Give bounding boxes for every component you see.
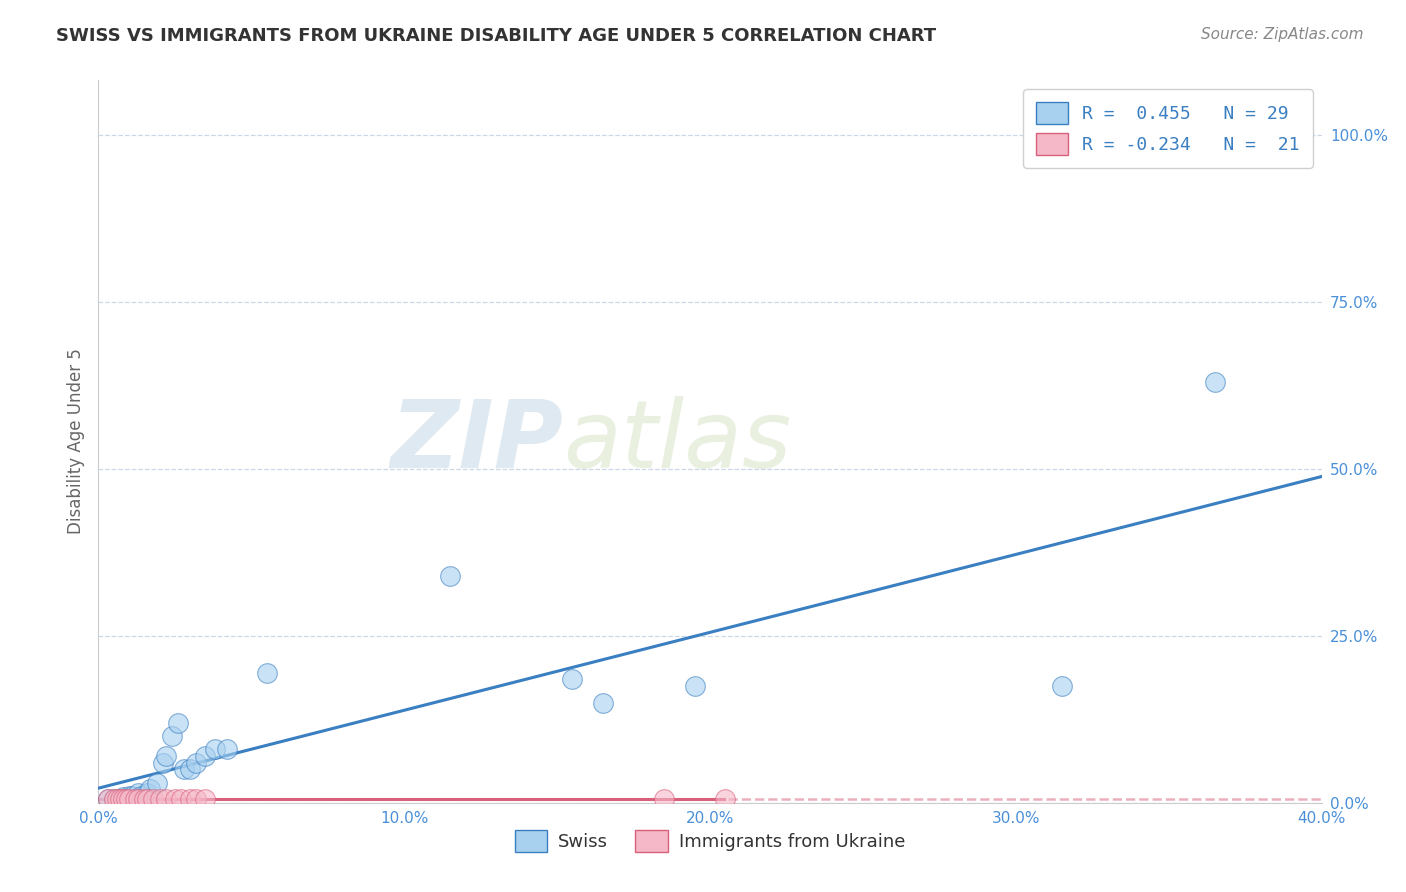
Point bbox=[142, 792, 165, 806]
Point bbox=[139, 782, 162, 797]
Point bbox=[652, 792, 675, 806]
Point bbox=[127, 792, 149, 806]
Point bbox=[170, 792, 193, 806]
Point bbox=[160, 729, 183, 743]
Point bbox=[186, 756, 208, 770]
Point bbox=[115, 792, 138, 806]
Point bbox=[714, 792, 737, 806]
Point bbox=[155, 792, 177, 806]
Point bbox=[256, 665, 278, 680]
Point bbox=[108, 792, 131, 806]
Point bbox=[105, 792, 128, 806]
Legend: Swiss, Immigrants from Ukraine: Swiss, Immigrants from Ukraine bbox=[508, 822, 912, 859]
Point bbox=[145, 776, 167, 790]
Point bbox=[155, 749, 177, 764]
Point bbox=[204, 742, 226, 756]
Point bbox=[129, 789, 152, 804]
Point bbox=[152, 756, 174, 770]
Point bbox=[97, 792, 120, 806]
Point bbox=[163, 792, 186, 806]
Point bbox=[179, 792, 201, 806]
Point bbox=[127, 786, 149, 800]
Point bbox=[111, 792, 134, 806]
Point bbox=[215, 742, 238, 756]
Point bbox=[149, 792, 172, 806]
Point bbox=[136, 792, 159, 806]
Point bbox=[124, 792, 146, 806]
Point bbox=[179, 763, 201, 777]
Point bbox=[115, 792, 138, 806]
Point bbox=[186, 792, 208, 806]
Point bbox=[1204, 375, 1226, 389]
Point bbox=[683, 679, 706, 693]
Point bbox=[111, 790, 134, 805]
Point bbox=[97, 792, 120, 806]
Text: ZIP: ZIP bbox=[391, 395, 564, 488]
Y-axis label: Disability Age Under 5: Disability Age Under 5 bbox=[66, 349, 84, 534]
Point bbox=[592, 696, 614, 710]
Point bbox=[108, 792, 131, 806]
Point bbox=[1050, 679, 1073, 693]
Point bbox=[136, 786, 159, 800]
Point bbox=[167, 715, 190, 730]
Point bbox=[103, 792, 125, 806]
Text: SWISS VS IMMIGRANTS FROM UKRAINE DISABILITY AGE UNDER 5 CORRELATION CHART: SWISS VS IMMIGRANTS FROM UKRAINE DISABIL… bbox=[56, 27, 936, 45]
Point bbox=[439, 568, 461, 582]
Point bbox=[134, 792, 156, 806]
Text: Source: ZipAtlas.com: Source: ZipAtlas.com bbox=[1201, 27, 1364, 42]
Point bbox=[194, 792, 217, 806]
Point bbox=[561, 672, 583, 686]
Point bbox=[194, 749, 217, 764]
Point bbox=[103, 792, 125, 806]
Point bbox=[121, 789, 143, 804]
Point bbox=[173, 763, 195, 777]
Text: atlas: atlas bbox=[564, 396, 792, 487]
Point bbox=[118, 792, 141, 806]
Point bbox=[118, 789, 141, 804]
